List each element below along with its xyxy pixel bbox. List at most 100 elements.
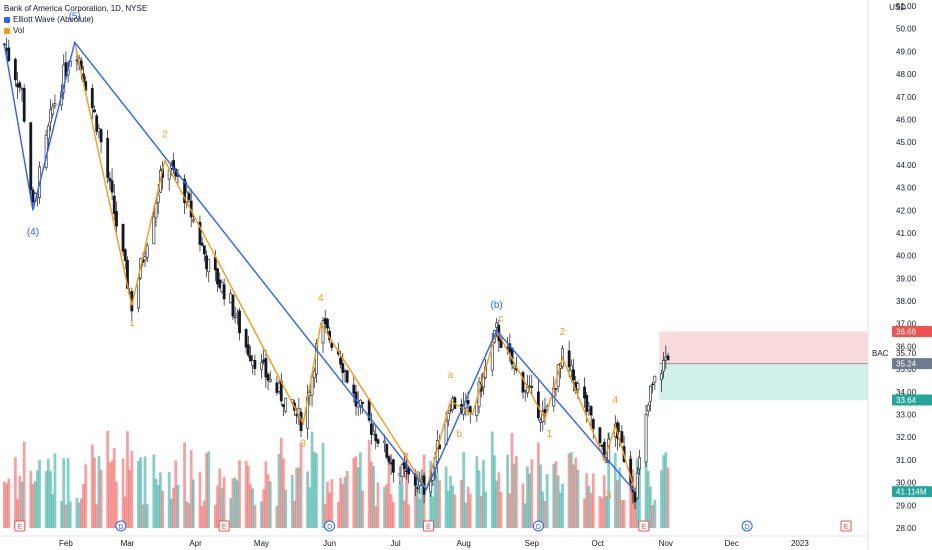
volume-bar xyxy=(616,480,619,528)
volume-bar xyxy=(352,458,356,528)
volume-bar xyxy=(82,483,85,528)
candle-body xyxy=(99,129,103,143)
volume-bar xyxy=(264,461,268,528)
candle-body xyxy=(13,59,17,81)
candle-body xyxy=(266,374,270,381)
volume-bar xyxy=(495,480,499,528)
price-tick-label: 47.00 xyxy=(896,93,917,102)
wave-label: (b) xyxy=(491,300,503,311)
price-tick-label: 41.00 xyxy=(896,229,917,238)
candle-body xyxy=(385,444,389,458)
candle-body xyxy=(222,284,226,300)
volume-bar xyxy=(416,470,419,528)
price-tick-label: 28.00 xyxy=(896,524,917,533)
volume-bar xyxy=(330,479,334,528)
candle-body xyxy=(330,342,334,348)
volume-bar xyxy=(536,442,540,528)
candle-body xyxy=(326,318,329,329)
candle-body xyxy=(644,414,648,463)
volume-bar xyxy=(600,498,604,528)
candle-body xyxy=(202,245,206,255)
volume-bar xyxy=(418,498,422,528)
stop-price-tag-bg xyxy=(892,325,932,337)
volume-bar xyxy=(90,444,94,528)
volume-bar xyxy=(638,466,641,528)
volume-bar xyxy=(376,482,380,528)
volume-bar xyxy=(339,477,343,528)
volume-bar xyxy=(77,502,81,528)
candle-body xyxy=(323,318,327,325)
candle-body xyxy=(97,128,101,133)
candle-body xyxy=(156,194,160,203)
candle-body xyxy=(429,481,433,493)
legend-title-row[interactable]: Bank of America Corporation, 1D, NYSE xyxy=(4,3,147,14)
candle-body xyxy=(238,310,241,334)
price-tick-label: 38.00 xyxy=(896,297,917,306)
price-axis[interactable]: 28.00 29.00 30.00 31.00 32.00 33.00 34.00 35.00… xyxy=(867,0,917,550)
volume-bar xyxy=(295,467,299,528)
volume-bar xyxy=(484,491,488,528)
candle-body xyxy=(200,242,204,246)
candle-body xyxy=(20,88,24,90)
volume-bar xyxy=(249,484,252,528)
candle-body xyxy=(106,137,110,178)
dividend-marker xyxy=(532,520,544,532)
volume-bar xyxy=(589,492,593,528)
candle-body xyxy=(653,375,657,383)
candle-body xyxy=(521,372,525,393)
volume-bar xyxy=(220,488,224,528)
candle-body xyxy=(207,259,211,273)
volume-bar xyxy=(323,503,327,528)
volume-bar xyxy=(22,441,26,528)
candle-body xyxy=(321,320,325,344)
candle-body xyxy=(16,83,19,88)
volume-bar xyxy=(552,463,556,528)
candle-body xyxy=(172,160,176,170)
volume-bar xyxy=(475,456,479,528)
volume-bar xyxy=(284,489,288,528)
time-axis[interactable]: Feb Mar Apr May Jun Jul Aug Sep Oct Nov Dec 2023 xyxy=(0,535,868,548)
candle-body xyxy=(49,109,52,123)
price-tick-label: 34.00 xyxy=(896,388,917,397)
candle-body xyxy=(475,402,479,416)
candle-body xyxy=(449,409,452,412)
volume-bar xyxy=(75,497,79,528)
wave-label: 4 xyxy=(318,293,324,304)
event-label: D xyxy=(118,524,123,531)
candle-body xyxy=(110,180,114,193)
volume-bar xyxy=(328,492,332,528)
volume-bar xyxy=(44,470,48,528)
volume-bar xyxy=(574,457,578,528)
volume-bar xyxy=(198,472,202,528)
volume-bar xyxy=(510,432,514,528)
candle-body xyxy=(121,223,125,252)
legend-indicator-vol[interactable]: Vol xyxy=(4,25,147,36)
volume-bar xyxy=(106,430,110,528)
volume-bar xyxy=(462,452,466,528)
volume-bar xyxy=(651,505,655,528)
volume-bar xyxy=(205,453,208,528)
volume-bar xyxy=(64,504,68,528)
volume-bar xyxy=(33,481,37,528)
volume-bars xyxy=(2,430,670,528)
candle-body xyxy=(649,385,652,402)
price-tick-label: 48.00 xyxy=(896,70,917,79)
time-tick-label: Apr xyxy=(189,539,202,548)
volume-bar xyxy=(431,496,435,528)
volume-bar xyxy=(545,474,549,528)
volume-bar xyxy=(383,486,386,528)
volume-bar xyxy=(490,431,494,528)
earnings-marker xyxy=(423,520,435,532)
candle-body xyxy=(93,109,96,113)
volume-bar xyxy=(277,453,281,528)
price-tick-label: 46.00 xyxy=(896,115,917,124)
time-tick-label: Jun xyxy=(323,539,336,548)
volume-bar xyxy=(156,484,160,528)
volume-bar xyxy=(385,484,389,528)
legend-indicator-elliott[interactable]: Elliott Wave (Absolute) xyxy=(4,14,147,25)
candle-body xyxy=(600,444,604,447)
volume-bar xyxy=(60,501,63,528)
candle-body xyxy=(235,313,239,316)
volume-bar xyxy=(7,478,11,528)
